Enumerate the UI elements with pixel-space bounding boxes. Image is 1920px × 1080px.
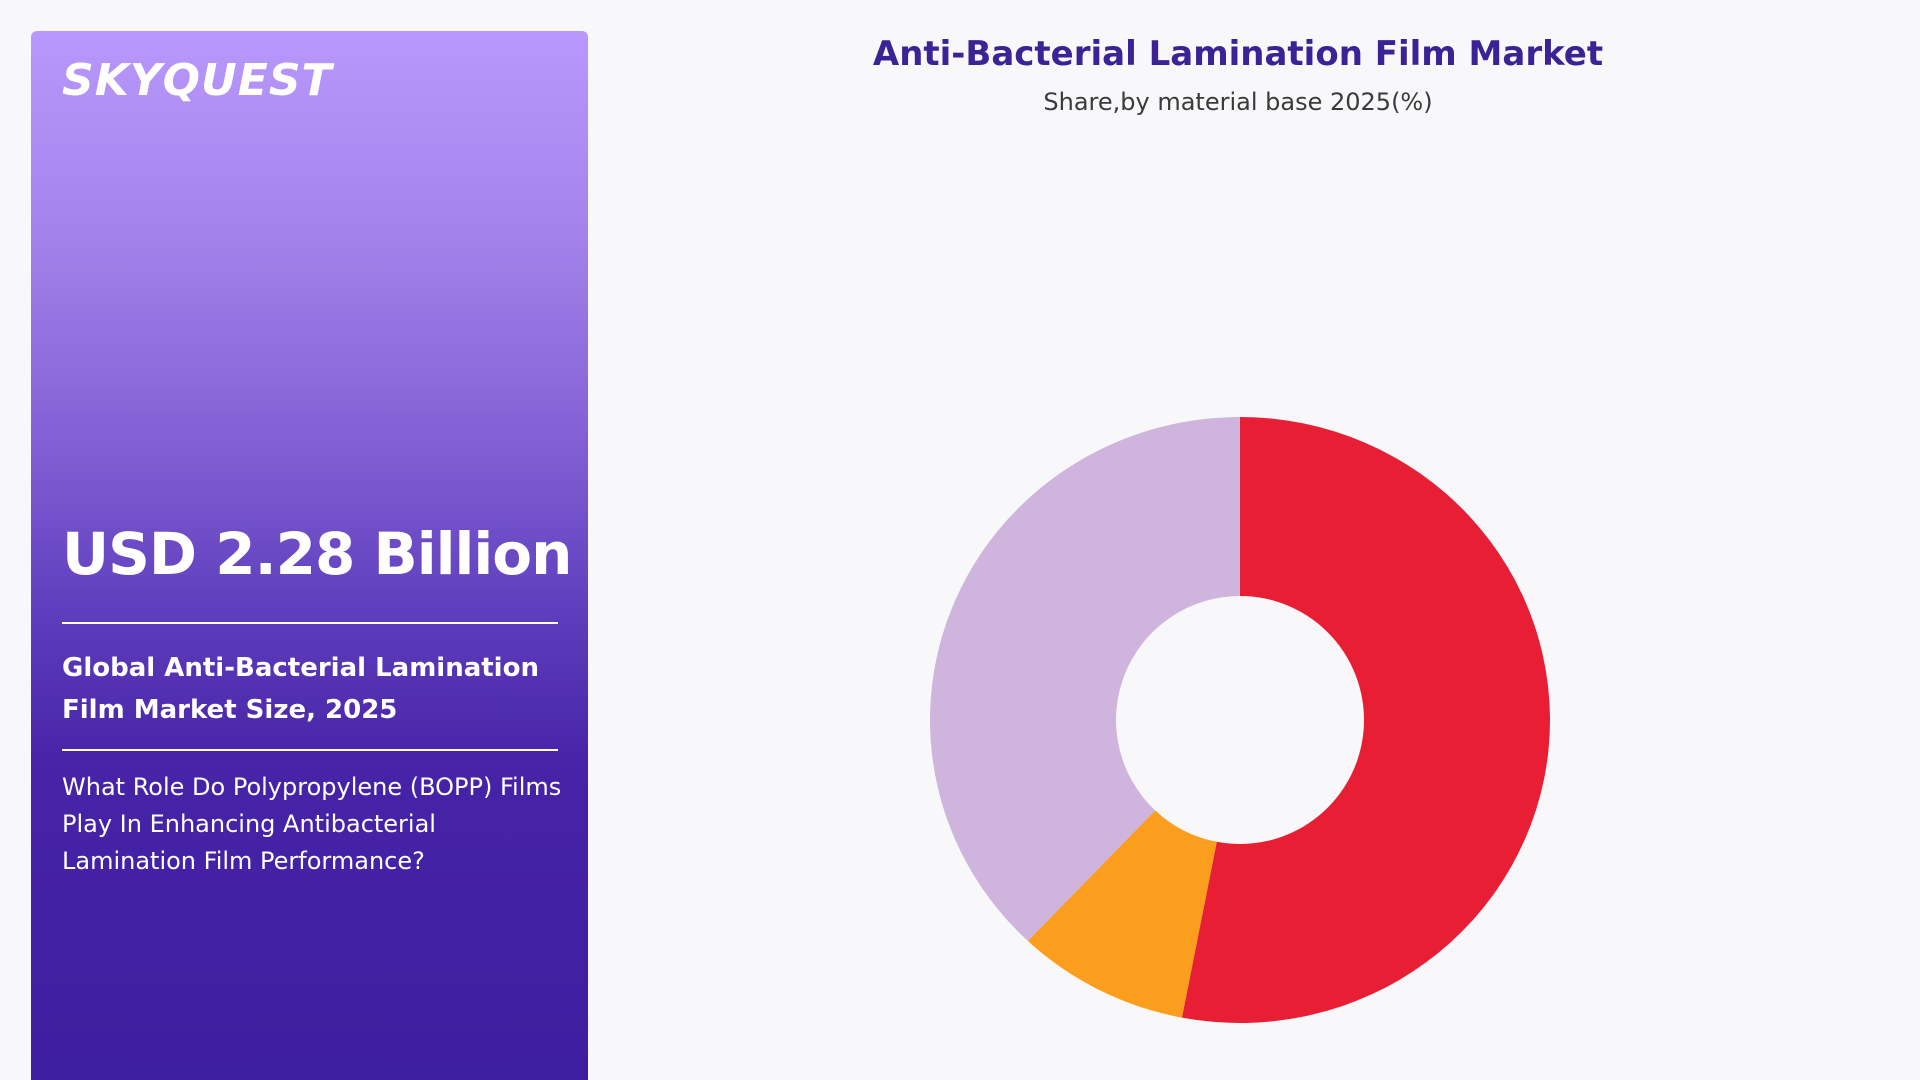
market-size-label: Global Anti-Bacterial Lamination Film Ma… bbox=[62, 653, 539, 725]
market-size-value: USD 2.28 Billion bbox=[62, 520, 572, 588]
divider bbox=[62, 749, 558, 751]
skyquest-logo: SKYQUEST bbox=[62, 55, 333, 106]
chart-subtitle: Share,by material base 2025(%) bbox=[1043, 88, 1433, 116]
donut-slice-1 bbox=[1181, 417, 1550, 1024]
donut-chart bbox=[929, 417, 1550, 1024]
donut-slice-3 bbox=[929, 417, 1240, 941]
chart-title: Anti-Bacterial Lamination Film Market bbox=[872, 34, 1604, 74]
summary-panel: SKYQUEST USD 2.28 Billion Global Anti-Ba… bbox=[31, 31, 588, 1080]
donut-slices bbox=[929, 417, 1550, 1024]
divider bbox=[62, 622, 558, 624]
donut-slice-2 bbox=[1027, 810, 1217, 1018]
insight-question: What Role Do Polypropylene (BOPP) Films … bbox=[62, 773, 562, 875]
